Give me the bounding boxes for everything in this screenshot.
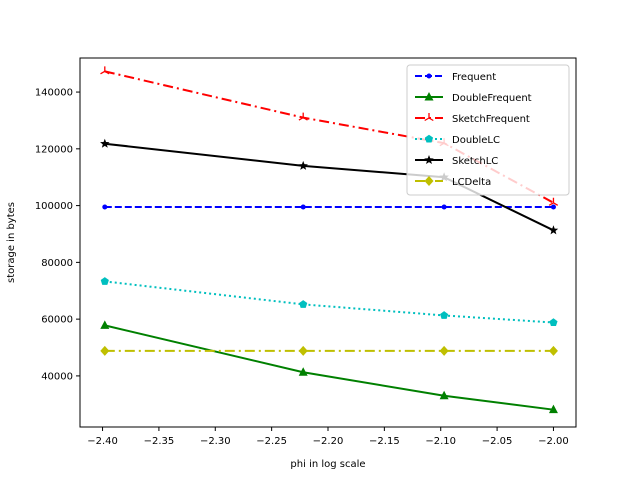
data-point xyxy=(298,367,308,376)
data-point xyxy=(548,345,558,356)
x-tick-label: −2.05 xyxy=(482,436,513,447)
series-Frequent xyxy=(102,204,556,210)
series-line xyxy=(104,280,554,324)
y-tick-label: 140000 xyxy=(35,88,73,99)
y-tick-label: 40000 xyxy=(41,371,73,382)
data-point xyxy=(440,311,449,319)
series-line xyxy=(104,142,554,232)
data-point xyxy=(100,138,110,148)
data-point xyxy=(548,225,559,235)
x-tick-label: −2.30 xyxy=(200,436,231,447)
data-point xyxy=(548,404,558,414)
legend-box xyxy=(406,64,570,196)
legend-label: DoubleFrequent xyxy=(452,93,532,104)
data-point xyxy=(298,160,308,170)
legend-marker xyxy=(424,92,434,101)
x-tick-label: −2.10 xyxy=(425,436,456,447)
legend-label: SketchLC xyxy=(452,156,498,167)
data-point xyxy=(299,300,308,308)
x-tick-label: −2.15 xyxy=(369,436,400,447)
data-point xyxy=(100,277,109,285)
legend-label: Frequent xyxy=(452,72,496,83)
data-point xyxy=(549,318,558,327)
legend-label: DoubleLC xyxy=(452,135,500,146)
data-point xyxy=(298,345,308,356)
legend-marker xyxy=(426,73,432,79)
series-DoubleLC xyxy=(100,277,558,327)
legend-item: LCDelta xyxy=(415,176,491,188)
data-point xyxy=(102,204,108,210)
x-tick-label: −2.20 xyxy=(313,436,344,447)
data-point xyxy=(100,66,110,75)
legend-item: Frequent xyxy=(415,72,496,83)
x-axis-label: phi in log scale xyxy=(290,459,365,470)
x-tick-label: −2.35 xyxy=(144,436,175,447)
series-DoubleFrequent xyxy=(100,320,558,414)
x-tick-label: −2.25 xyxy=(256,436,287,447)
data-point xyxy=(298,112,308,121)
data-point xyxy=(100,345,110,356)
data-point xyxy=(439,390,449,400)
data-point xyxy=(441,204,447,210)
y-axis-ticks: 40000 60000 80000 100000 120000 140000 xyxy=(35,88,80,382)
y-axis-label: storage in bytes xyxy=(6,202,17,283)
legend-marker xyxy=(424,155,434,165)
data-point xyxy=(548,197,559,206)
legend: Frequent DoubleFrequent SketchFrequent Doub… xyxy=(406,64,570,196)
legend-item: SketchLC xyxy=(415,155,498,167)
x-axis-ticks: −2.40 −2.35 −2.30 −2.25 −2.20 −2.15 −2.10 −2.05… xyxy=(87,427,569,447)
legend-item: SketchFrequent xyxy=(415,113,530,125)
legend-marker xyxy=(424,176,434,186)
legend-label: SketchFrequent xyxy=(452,114,530,125)
x-tick-label: −2.00 xyxy=(538,436,569,447)
legend-label: LCDelta xyxy=(452,177,491,188)
y-tick-label: 120000 xyxy=(35,144,73,155)
data-point xyxy=(300,204,306,210)
data-point xyxy=(550,204,556,210)
legend-item: DoubleLC xyxy=(415,134,500,146)
legend-marker xyxy=(424,113,434,122)
x-tick-label: −2.40 xyxy=(87,436,118,447)
y-tick-label: 100000 xyxy=(35,201,73,212)
data-point xyxy=(100,320,110,329)
y-tick-label: 60000 xyxy=(41,315,73,326)
legend-marker xyxy=(424,134,434,143)
legend-item: DoubleFrequent xyxy=(415,92,532,104)
series-line xyxy=(104,324,554,411)
y-tick-label: 80000 xyxy=(41,258,73,269)
series-LCDelta xyxy=(100,345,558,356)
data-point xyxy=(439,345,449,356)
